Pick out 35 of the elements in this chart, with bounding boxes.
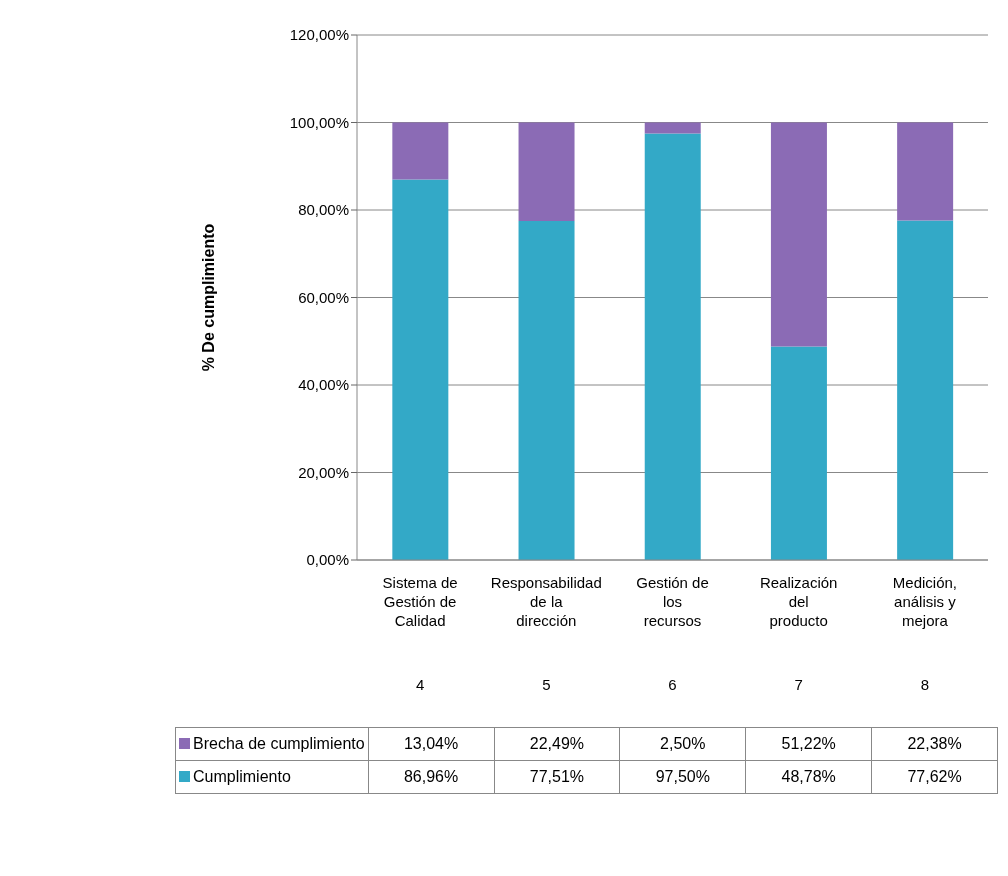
bar <box>392 179 449 560</box>
bar <box>897 122 954 221</box>
y-tick-label: 80,00% <box>298 201 349 219</box>
data-label: 22,38% <box>871 727 998 761</box>
category-label: Responsabilidad de la dirección 5 <box>490 574 602 693</box>
legend-label: Cumplimiento <box>175 760 369 794</box>
bar <box>897 220 954 560</box>
bar <box>392 122 449 180</box>
y-tick-label: 20,00% <box>298 463 349 481</box>
data-label: 22,49% <box>494 727 620 761</box>
data-label: 13,04% <box>368 727 494 761</box>
data-label: 97,50% <box>619 760 746 794</box>
data-label: 51,22% <box>745 727 872 761</box>
bar <box>518 122 575 221</box>
category-label: Medición, análisis y mejora 8 <box>892 574 957 693</box>
y-tick-label: 120,00% <box>289 26 349 44</box>
data-label: 2,50% <box>619 727 746 761</box>
category-label: Sistema de Gestión de Calidad 4 <box>382 574 458 693</box>
y-tick-label: 60,00% <box>298 288 349 306</box>
y-tick-label: 40,00% <box>298 376 349 394</box>
y-tick-label: 100,00% <box>289 113 349 131</box>
category-label: Realización del producto 7 <box>759 574 838 693</box>
bar <box>518 220 575 560</box>
y-axis-title: % De cumplimiento <box>199 223 217 372</box>
legend-label: Brecha de cumplimiento <box>175 727 369 761</box>
data-label: 86,96% <box>368 760 494 794</box>
bar <box>770 346 827 560</box>
bar <box>644 122 701 134</box>
category-label: Gestión de los recursos 6 <box>636 574 709 693</box>
data-label: 77,62% <box>871 760 998 794</box>
y-tick-label: 0,00% <box>306 551 349 569</box>
bar <box>770 122 827 347</box>
data-label: 77,51% <box>494 760 620 794</box>
bar <box>644 133 701 560</box>
data-label: 48,78% <box>745 760 872 794</box>
